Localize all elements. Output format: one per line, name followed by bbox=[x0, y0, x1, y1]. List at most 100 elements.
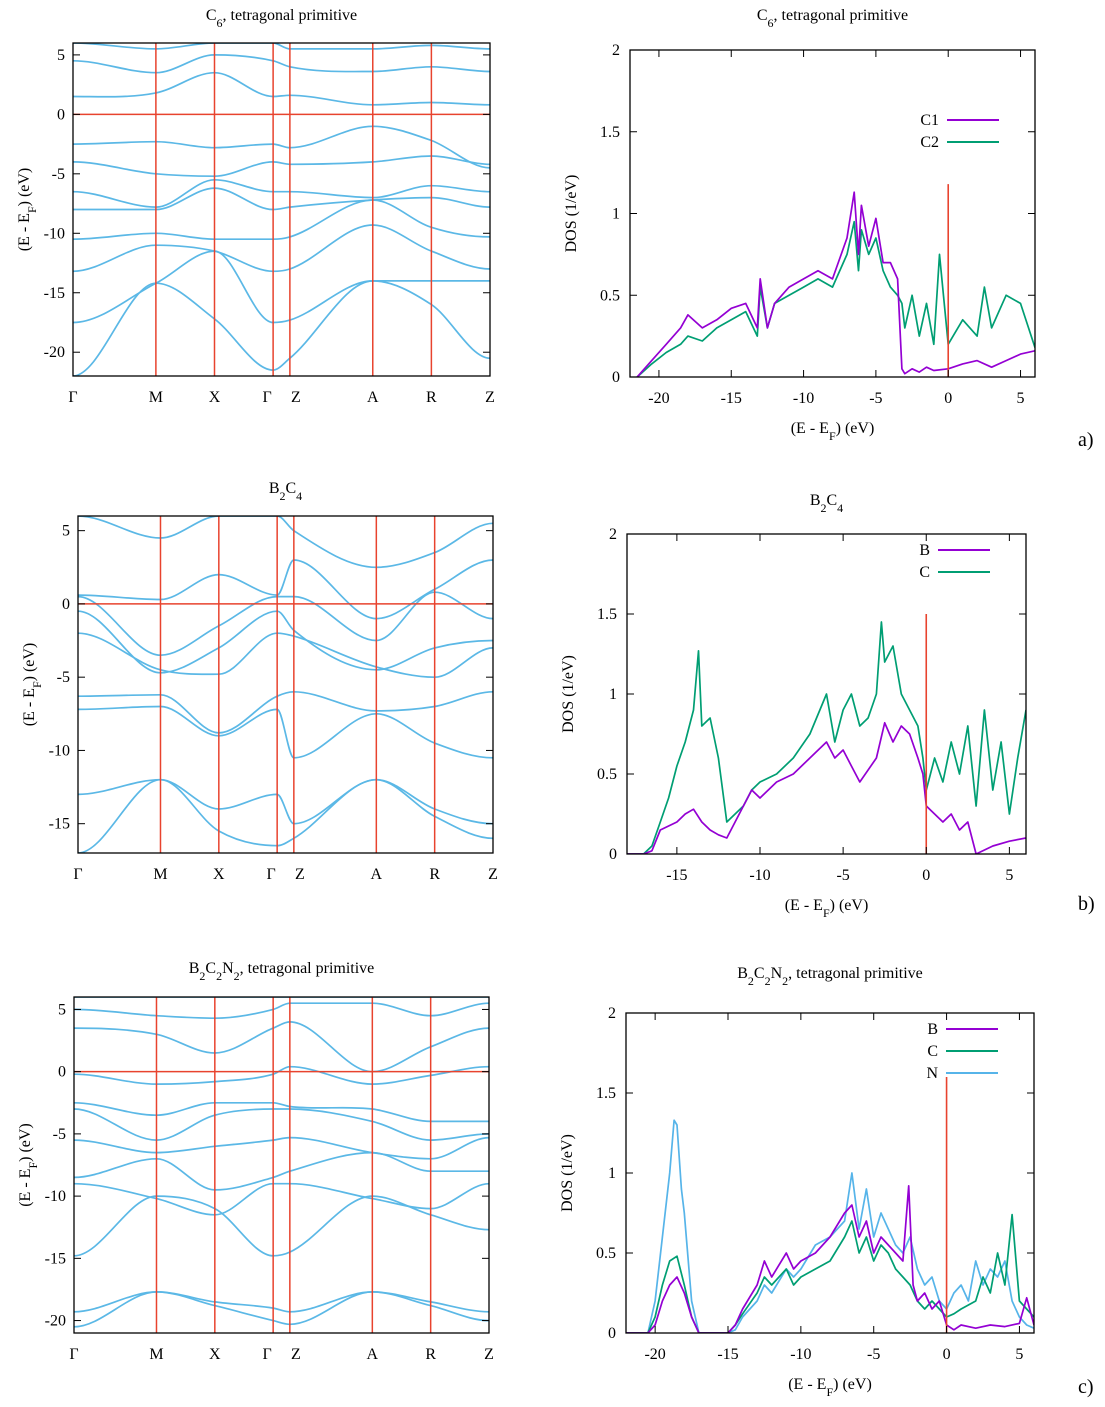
dos-c-xtick-label-0: -20 bbox=[644, 1346, 665, 1363]
band-a-kpoint-label-1: M bbox=[149, 389, 163, 406]
band-a-kpoint-label-7: Z bbox=[485, 389, 495, 406]
band-b-band-8 bbox=[78, 516, 493, 569]
band-a-kpoint-label-6: R bbox=[426, 389, 437, 406]
band-b-title: B2C4 bbox=[269, 480, 302, 503]
band-b-kpoint-label-7: Z bbox=[488, 866, 498, 883]
band-a-ytick-label-1: 0 bbox=[57, 106, 65, 123]
dos-c-series-N bbox=[626, 1119, 1034, 1333]
dos-b-ytick-label-4: 2 bbox=[609, 526, 617, 543]
dos-a-plot: C6, tetragonal primitive 0 0.5 1 1.5 2 -20 -15 -… bbox=[563, 7, 1036, 443]
dos-c-title: B2C2N2, tetragonal primitive bbox=[737, 965, 923, 988]
band-b-ytick-label-0: 5 bbox=[62, 523, 70, 540]
dos-a-legend-label-C2: C2 bbox=[920, 134, 939, 151]
band-c-frame bbox=[73, 996, 490, 1334]
band-b-kpoint-label-5: A bbox=[371, 866, 383, 883]
band-b-ylabel: (E - EF) (eV) bbox=[21, 643, 44, 727]
band-a-kpoint-label-5: A bbox=[367, 389, 379, 406]
dos-a-curves bbox=[636, 191, 1035, 377]
dos-c-legend-label-B: B bbox=[927, 1021, 938, 1038]
band-c-kpoint-label-6: R bbox=[425, 1346, 436, 1363]
band-a-kpoint-label-0: Γ bbox=[68, 389, 77, 406]
band-c-band-7 bbox=[74, 1101, 489, 1123]
band-a-title: C6, tetragonal primitive bbox=[206, 7, 357, 30]
dos-c-plot: B2C2N2, tetragonal primitive 0 0.5 1 1.5 2 -20… bbox=[559, 965, 1035, 1399]
band-c-bands bbox=[74, 997, 489, 1328]
band-a-ylabel: (E - EF) (eV) bbox=[16, 168, 39, 252]
dos-a-xtick-label-1: -15 bbox=[721, 390, 742, 407]
dos-a-frame bbox=[629, 49, 1036, 378]
band-c-ytick-label-1: 0 bbox=[58, 1064, 66, 1081]
dos-c-curves bbox=[626, 1119, 1034, 1333]
dos-a-ytick-label-3: 1.5 bbox=[600, 124, 620, 141]
band-a-band-10 bbox=[73, 43, 490, 50]
dos-a-xtick-label-3: -5 bbox=[869, 390, 882, 407]
band-c-kpoint-label-3: Γ bbox=[263, 1346, 272, 1363]
dos-b-series-B bbox=[627, 721, 1026, 854]
band-b-band-2 bbox=[78, 705, 493, 759]
band-a-band-6 bbox=[73, 155, 490, 178]
band-a-band-5 bbox=[73, 178, 490, 208]
band-c-ytick-label-3: -10 bbox=[45, 1188, 66, 1205]
band-c-kpoint-label-5: A bbox=[367, 1346, 379, 1363]
band-a-band-1 bbox=[73, 250, 490, 324]
band-a-ytick-label-5: -20 bbox=[44, 344, 65, 361]
dos-a-ytick-label-0: 0 bbox=[612, 369, 620, 386]
band-b-kpoint-label-0: Γ bbox=[73, 866, 82, 883]
band-c-ytick-label-2: -5 bbox=[53, 1126, 66, 1143]
band-a-band-9 bbox=[73, 54, 490, 74]
band-b-band-4 bbox=[78, 632, 493, 679]
band-b-band-1 bbox=[78, 778, 493, 825]
band-c-band-9 bbox=[74, 1021, 489, 1073]
dos-c-xtick-label-2: -10 bbox=[790, 1346, 811, 1363]
band-a-band-3 bbox=[73, 199, 490, 241]
dos-b-xtick-label-0: -15 bbox=[666, 867, 687, 884]
dos-b-series-C bbox=[627, 621, 1026, 854]
panel-label-b: b) bbox=[1078, 893, 1095, 915]
dos-a-title: C6, tetragonal primitive bbox=[757, 7, 908, 30]
band-b-ytick-label-4: -15 bbox=[49, 816, 70, 833]
panel-label-a: a) bbox=[1078, 429, 1094, 451]
band-a-ytick-label-0: 5 bbox=[57, 47, 65, 64]
dos-a-xtick-label-2: -10 bbox=[793, 390, 814, 407]
band-c-band-2 bbox=[74, 1195, 489, 1257]
dos-a-ytick-label-2: 1 bbox=[612, 206, 620, 223]
dos-b-xtick-label-3: 0 bbox=[922, 867, 930, 884]
panel-label-c: c) bbox=[1078, 1376, 1094, 1398]
dos-b-ytick-label-3: 1.5 bbox=[597, 606, 617, 623]
band-b-ytick-label-1: 0 bbox=[62, 596, 70, 613]
band-b-band-6 bbox=[78, 591, 493, 657]
band-a-kpoint-label-4: Z bbox=[291, 389, 301, 406]
band-b-band-7 bbox=[78, 559, 493, 620]
band-b-kpoint-label-3: Γ bbox=[267, 866, 276, 883]
dos-c-legend-label-C: C bbox=[927, 1043, 938, 1060]
band-a-ytick-label-2: -5 bbox=[52, 166, 65, 183]
band-c-title: B2C2N2, tetragonal primitive bbox=[189, 960, 375, 983]
band-c-kpoint-label-0: Γ bbox=[69, 1346, 78, 1363]
band-a-kpoint-label-2: X bbox=[209, 389, 221, 406]
band-a-kpoint-label-3: Γ bbox=[262, 389, 271, 406]
dos-b-xtick-label-1: -10 bbox=[749, 867, 770, 884]
band-c-kpoint-label-4: Z bbox=[291, 1346, 301, 1363]
band-b-kpoint-label-4: Z bbox=[295, 866, 305, 883]
band-b-band-0 bbox=[78, 778, 493, 853]
band-c-kpoint-label-7: Z bbox=[484, 1346, 494, 1363]
band-c-band-3 bbox=[74, 1182, 489, 1216]
band-c-ytick-label-4: -15 bbox=[45, 1250, 66, 1267]
band-b-kpoint-label-2: X bbox=[213, 866, 225, 883]
band-c-ylabel: (E - EF) (eV) bbox=[17, 1123, 40, 1207]
dos-b-plot: B2C4 0 0.5 1 1.5 2 -15 -10 -5 0 5 (E - EF) (eV) DOS … bbox=[560, 492, 1027, 920]
band-c-ytick-label-0: 5 bbox=[58, 1001, 66, 1018]
dos-b-curves bbox=[627, 621, 1026, 854]
dos-c-ytick-label-0: 0 bbox=[608, 1325, 616, 1342]
dos-c-ytick-label-4: 2 bbox=[608, 1005, 616, 1022]
dos-a-xtick-label-5: 5 bbox=[1017, 390, 1025, 407]
band-a-plot: C6, tetragonal primitive 5 0 -5 -10 -15 -20 Γ M X… bbox=[16, 7, 495, 406]
band-b-kpoint-label-6: R bbox=[429, 866, 440, 883]
dos-c-series-B bbox=[626, 1184, 1034, 1333]
dos-a-ytick-label-1: 0.5 bbox=[600, 287, 620, 304]
band-b-kpoint-label-1: M bbox=[153, 866, 167, 883]
dos-c-xtick-label-4: 0 bbox=[943, 1346, 951, 1363]
dos-a-ytick-label-4: 2 bbox=[612, 42, 620, 59]
dos-c-ytick-label-1: 0.5 bbox=[596, 1245, 616, 1262]
